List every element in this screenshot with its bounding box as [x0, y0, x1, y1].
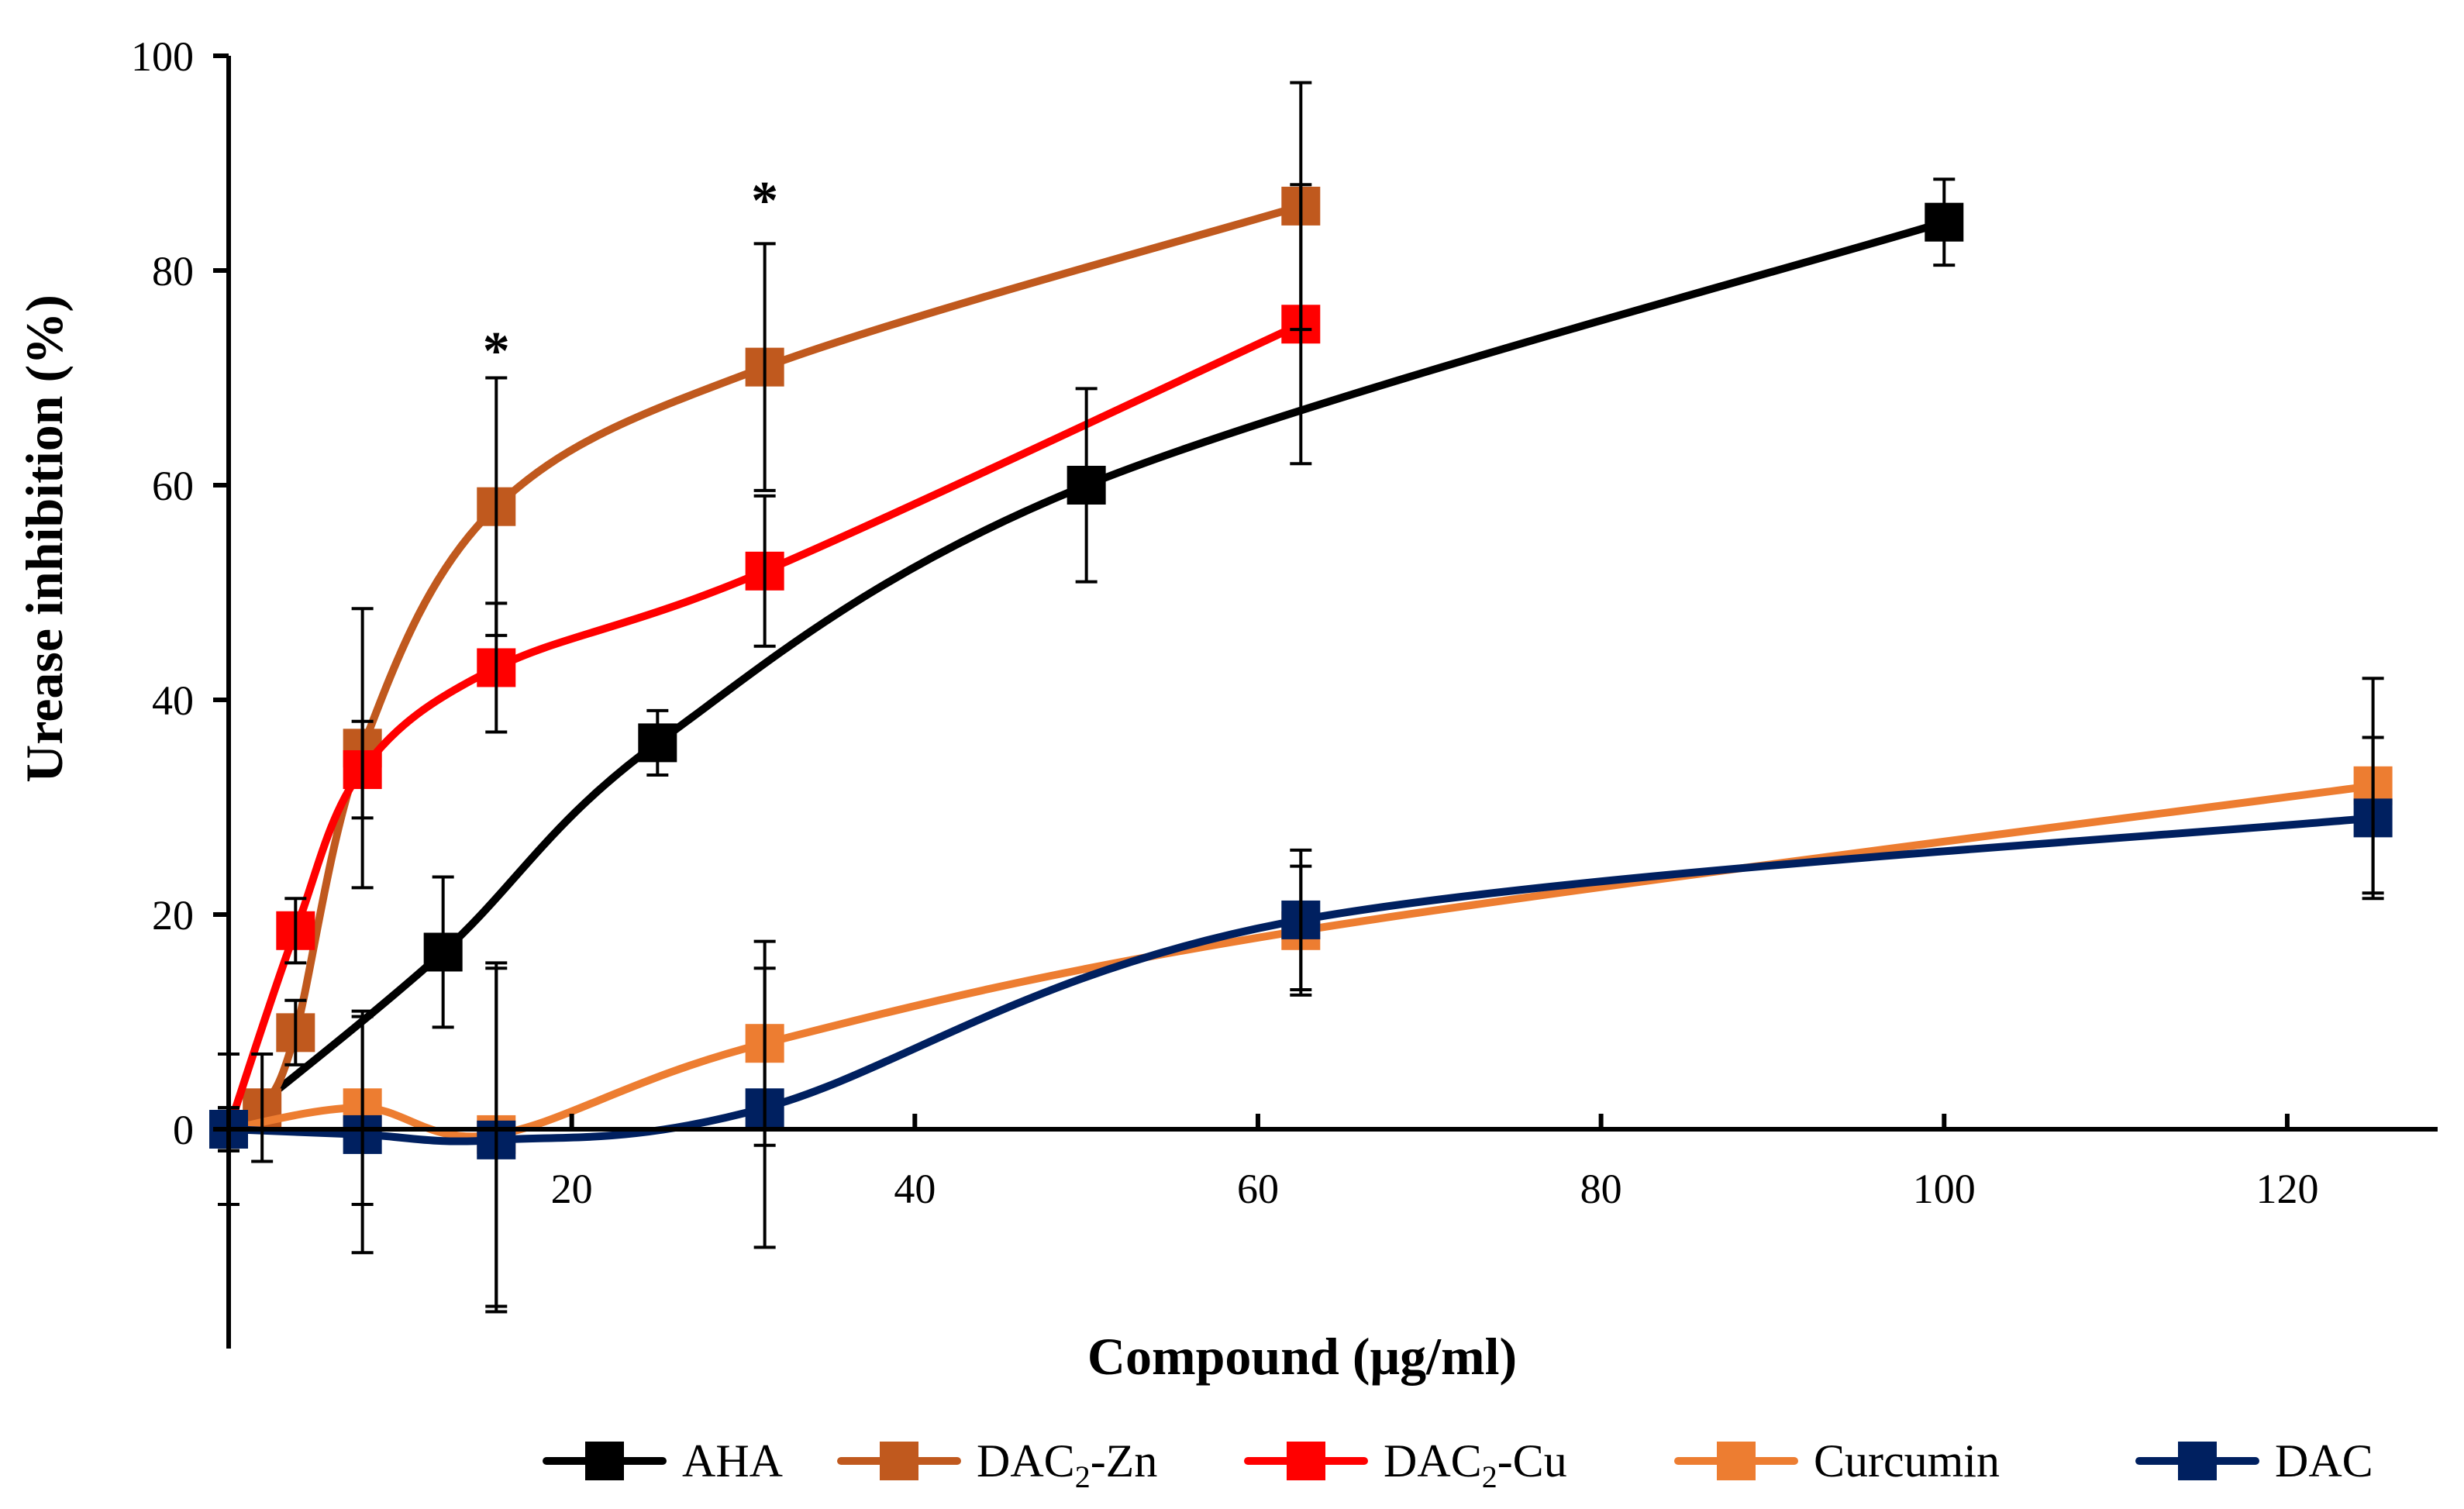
legend-marker	[585, 1442, 624, 1480]
legend-item-curcumin: Curcumin	[1674, 1435, 2000, 1487]
x-axis-title: Compound (μg/ml)	[1087, 1327, 1517, 1386]
y-tick-label: 80	[152, 248, 194, 295]
legend-item-aha: AHA	[543, 1435, 783, 1487]
legend-label: DAC	[2275, 1435, 2373, 1487]
errorbar-layer	[218, 81, 2384, 1314]
y-tick-label: 0	[173, 1107, 194, 1153]
error-bar-dac2-zn	[753, 242, 776, 492]
significance-marker: *	[483, 322, 510, 381]
series-line-dac	[225, 814, 2377, 1146]
annotation-layer: **	[483, 171, 778, 381]
legend-item-dac2-zn: DAC2-Zn	[837, 1435, 1157, 1494]
series-line-dac2-zn	[225, 202, 1305, 1133]
legend-label: AHA	[682, 1435, 783, 1487]
series-line-curcumin	[225, 781, 2377, 1141]
significance-marker: *	[751, 171, 778, 231]
error-bar-dac	[1290, 848, 1312, 991]
error-bar-dac2-cu	[351, 719, 374, 820]
error-bar-dac2-cu	[1290, 183, 1312, 466]
legend-item-dac2-cu: DAC2-Cu	[1244, 1435, 1567, 1494]
error-bar-dac2-cu	[284, 897, 307, 965]
legend-label: DAC2-Zn	[977, 1435, 1157, 1494]
error-bar-dac	[2362, 736, 2384, 901]
error-bar-dac	[753, 966, 776, 1249]
ticks-layer: 0 20 40 60 80 100 20 40 60 80 100 120	[131, 33, 2318, 1212]
error-bar-aha	[1075, 387, 1098, 584]
error-bar-aha	[432, 875, 454, 1029]
y-tick-label: 60	[152, 463, 194, 509]
error-bar-dac2-cu	[753, 494, 776, 648]
y-tick-label: 100	[131, 33, 194, 80]
legend-marker	[1287, 1442, 1325, 1480]
series-line-aha	[225, 218, 1949, 1133]
error-bar-dac2-zn	[251, 1053, 274, 1163]
legend-marker	[2178, 1442, 2217, 1480]
y-tick-label: 20	[152, 892, 194, 939]
legend: AHA DAC2-Zn DAC2-Cu Curcumin DAC	[543, 1435, 2373, 1494]
x-tick-label: 40	[894, 1166, 936, 1212]
legend-label: Curcumin	[1814, 1435, 2000, 1487]
error-bar-dac	[351, 1015, 374, 1255]
x-tick-label: 20	[551, 1166, 593, 1212]
y-axis-title: Urease inhibition (%)	[15, 295, 74, 783]
legend-marker	[880, 1442, 918, 1480]
legend-marker	[1717, 1442, 1756, 1480]
legend-item-dac: DAC	[2135, 1435, 2373, 1487]
x-tick-label: 100	[1913, 1166, 1976, 1212]
error-bar-dac2-zn	[284, 998, 307, 1066]
x-tick-label: 120	[2256, 1166, 2318, 1212]
legend-label: DAC2-Cu	[1384, 1435, 1567, 1494]
error-bar-aha	[646, 708, 669, 777]
error-bar-aha	[1933, 177, 1956, 267]
x-tick-label: 80	[1580, 1166, 1622, 1212]
error-bar-dac	[485, 966, 508, 1314]
y-tick-label: 40	[152, 677, 194, 724]
axes-layer	[226, 56, 2438, 1349]
x-tick-label: 60	[1237, 1166, 1279, 1212]
error-bar-dac2-cu	[485, 601, 508, 734]
